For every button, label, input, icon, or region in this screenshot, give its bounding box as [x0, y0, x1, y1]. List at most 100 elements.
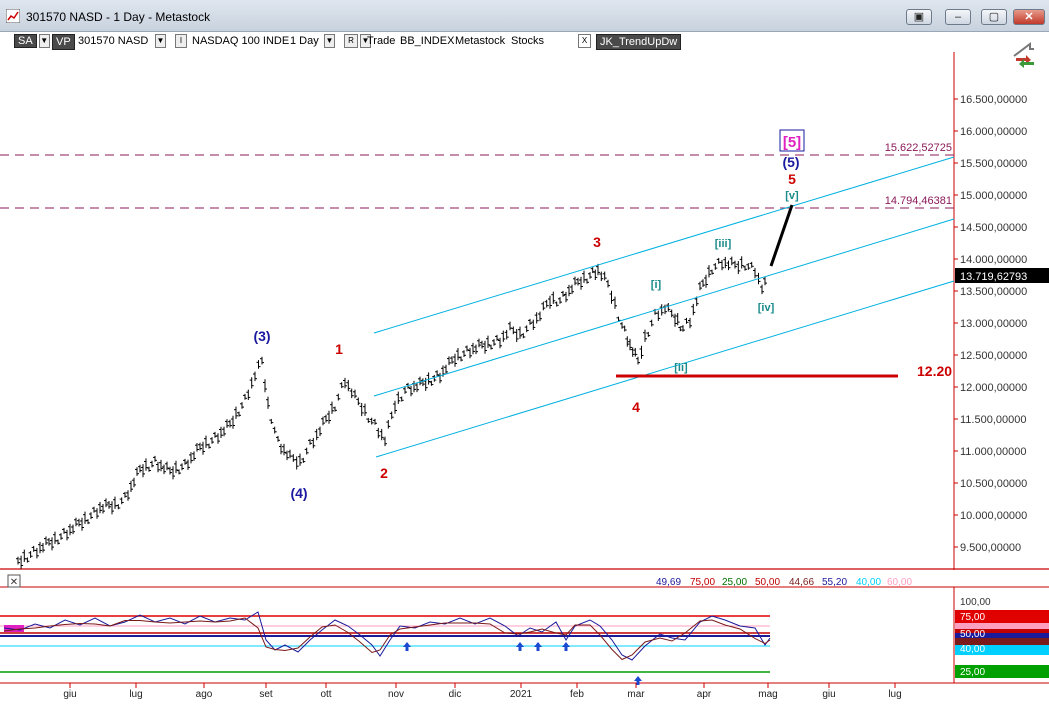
price-bar [141, 464, 145, 478]
price-bar [675, 313, 680, 326]
price-bar [376, 427, 381, 439]
price-bar [113, 496, 117, 509]
price-bar [450, 356, 454, 364]
price-bar [383, 436, 387, 447]
expert-advisor-label[interactable]: JK_TrendUpDw [596, 34, 682, 50]
price-bar [132, 477, 136, 488]
price-bar [570, 284, 574, 295]
price-bar [28, 551, 33, 558]
price-bar [213, 431, 217, 438]
channel-middle-line[interactable] [373, 218, 955, 397]
date-tick-label: 2021 [510, 689, 533, 700]
r-selector[interactable]: R ▼ [342, 34, 371, 49]
price-bar [156, 461, 160, 473]
price-bar [399, 396, 404, 402]
indicator-value: 60,00 [887, 577, 912, 588]
trend-arrows-icon[interactable] [1013, 42, 1034, 68]
chevron-down-icon: ▼ [155, 34, 166, 49]
price-bar [720, 259, 724, 271]
price-bar [330, 401, 334, 414]
price-bar [733, 260, 737, 269]
price-bar [119, 497, 124, 505]
expert-remove-button[interactable]: X [576, 34, 591, 49]
price-bar [684, 317, 689, 324]
price-bar [743, 265, 747, 271]
restore-chart-button[interactable]: ▣ [906, 9, 932, 25]
price-bar [53, 531, 57, 544]
price-bar [678, 326, 683, 332]
price-bar [429, 380, 434, 386]
wave-label-5-blue: (5) [782, 154, 799, 170]
channel-lower-line[interactable] [375, 280, 955, 458]
maximize-button[interactable]: ▢ [981, 9, 1007, 25]
price-bar [314, 428, 319, 441]
price-bar [201, 441, 205, 455]
price-bar [498, 337, 502, 349]
vp-button[interactable]: VP [52, 34, 75, 50]
template-label: Trade [367, 35, 396, 47]
price-bar [369, 417, 374, 425]
price-bar [16, 556, 20, 565]
price-bar [459, 356, 463, 362]
price-bar [343, 377, 347, 389]
price-bar [609, 290, 614, 304]
sa-selector[interactable]: SA ▼ [14, 34, 50, 49]
price-bar [504, 329, 509, 340]
price-bar [129, 480, 133, 492]
chart-app-icon [6, 9, 20, 23]
price-bar [749, 261, 754, 268]
price-bar [616, 316, 621, 322]
indicator-label: BB_INDEX [400, 35, 455, 47]
price-bar [396, 391, 401, 404]
close-button[interactable]: ✕ [1013, 9, 1045, 25]
price-bar [327, 410, 331, 424]
title-bar: 301570 NASD - 1 Day - Metastock ▣ – ▢ ✕ [0, 0, 1049, 32]
price-bar [346, 379, 351, 392]
minimize-button[interactable]: – [945, 9, 971, 25]
date-tick-label: set [259, 689, 273, 700]
indicator-close-button[interactable] [7, 574, 21, 588]
price-bar [492, 339, 496, 346]
last-price-label: 13.719,62793 [960, 271, 1027, 283]
channel-upper-line[interactable] [373, 156, 955, 334]
date-tick-label: giu [822, 689, 835, 700]
price-bar [294, 456, 299, 470]
price-bar [593, 269, 598, 280]
symbol-dropdown[interactable]: ▼ [153, 34, 166, 49]
indicator-band-marker [4, 625, 24, 632]
price-bar [249, 377, 254, 389]
wave-label-2: 2 [380, 465, 388, 481]
price-bar [599, 271, 604, 282]
price-bar [356, 397, 361, 406]
wave-label-ii: [ii] [674, 362, 688, 374]
price-bar [681, 325, 685, 332]
projection-line[interactable] [769, 204, 794, 267]
price-bar [495, 334, 499, 341]
instrument-label: NASDAQ 100 INDE [192, 35, 290, 47]
price-bar [426, 372, 431, 385]
price-bar [489, 344, 493, 350]
price-bar [541, 301, 546, 311]
indicator-box-44 [955, 638, 1049, 645]
period-dropdown[interactable]: ▼ [322, 34, 335, 49]
up-arrow-icon [562, 642, 570, 651]
price-tick-label: 10.000,00000 [960, 510, 1027, 522]
r-label: R [344, 34, 358, 49]
price-bar [71, 524, 75, 535]
price-axis: 16.500,00000 16.000,00000 15.500,00000 15.0… [954, 94, 1027, 554]
price-tick-label: 12.500,00000 [960, 350, 1027, 362]
price-bar [649, 319, 654, 327]
price-bar [694, 296, 699, 307]
price-bar [228, 419, 232, 428]
price-bar [701, 279, 705, 287]
i-selector[interactable]: I [173, 34, 187, 49]
price-bar [710, 269, 714, 275]
price-bar [147, 466, 151, 472]
price-bar [698, 281, 702, 291]
price-tick-label: 10.500,00000 [960, 478, 1027, 490]
price-bar [86, 519, 90, 525]
price-bar [739, 256, 744, 269]
oscillator-line-maroon [3, 617, 771, 661]
price-bar [168, 466, 172, 475]
indicator-tick-50: 50,00 [960, 629, 985, 640]
